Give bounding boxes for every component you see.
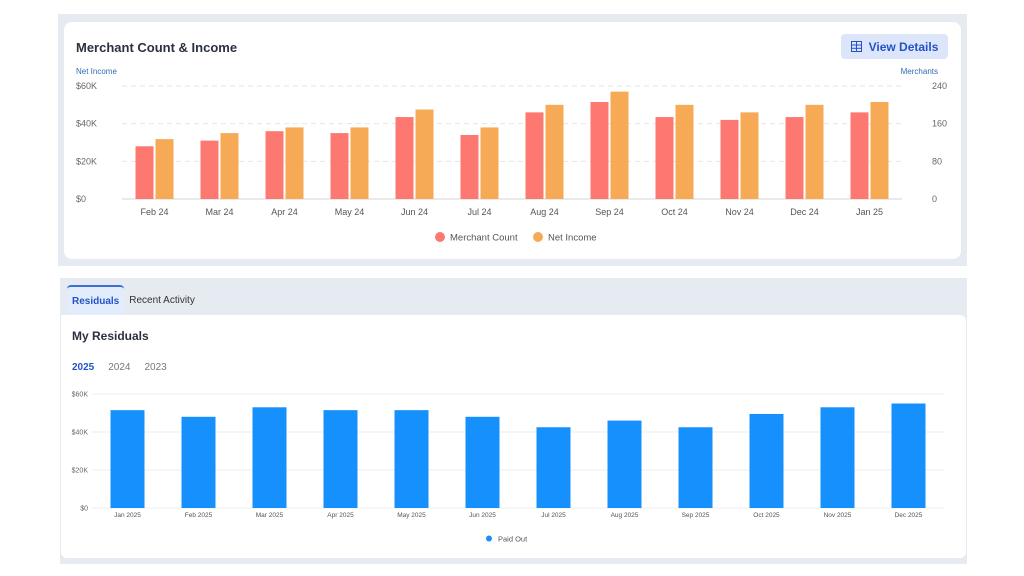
view-details-button[interactable]: View Details: [841, 34, 948, 59]
left-axis-tick-label: $20K: [76, 156, 97, 166]
right-axis-tick-label: 0: [932, 194, 937, 204]
legend-net-income-marker: [533, 232, 543, 242]
x-axis-tick-label: Aug 2025: [611, 512, 639, 519]
year-tab-2025[interactable]: 2025: [72, 362, 95, 373]
x-axis-tick-label: Jun 2025: [469, 512, 496, 519]
x-axis-tick-label: Mar 2025: [256, 512, 284, 519]
x-axis-tick-label: Apr 24: [271, 207, 298, 217]
x-axis-tick-label: Dec 24: [790, 207, 819, 217]
merchant-count-bar: [655, 117, 674, 199]
x-axis-tick-label: Oct 2025: [753, 512, 780, 519]
net-income-bar: [805, 104, 824, 199]
net-income-bar: [610, 91, 629, 199]
x-axis-tick-label: May 2025: [397, 512, 426, 519]
paid-out-bar: [891, 403, 926, 508]
paid-out-bar: [749, 413, 784, 508]
merchant-count-bar: [265, 131, 284, 199]
net-income-bar: [870, 102, 889, 199]
residuals-title: My Residuals: [72, 329, 149, 343]
merchant-count-bar: [720, 119, 739, 199]
net-income-bar: [285, 127, 304, 199]
tab-recent-activity[interactable]: Recent Activity: [129, 294, 195, 306]
legend-net-income-label: Net Income: [548, 233, 597, 244]
paid-out-bar: [465, 416, 500, 508]
x-axis-tick-label: Jul 24: [467, 207, 491, 217]
y-axis-tick-label: $60K: [72, 392, 89, 399]
x-axis-tick-label: Nov 2025: [824, 512, 852, 519]
x-axis-tick-label: Sep 24: [595, 207, 624, 217]
x-axis-tick-label: Aug 24: [530, 207, 559, 217]
merchant-count-bar: [785, 117, 804, 199]
merchant-count-bar: [135, 146, 154, 199]
paid-out-bar: [252, 407, 287, 508]
view-details-label: View Details: [868, 39, 939, 54]
residuals-chart: $0 $20K $40K $60K Jan 2025 Feb 2025 Mar 2025 Ap…: [72, 392, 944, 544]
net-income-bar: [675, 104, 694, 199]
y-axis-tick-label: $0: [80, 506, 88, 513]
tab-residuals[interactable]: Residuals: [67, 285, 125, 315]
left-axis-title: Net Income: [76, 67, 117, 76]
paid-out-bar: [323, 410, 358, 508]
paid-out-bar: [536, 427, 571, 508]
x-axis-tick-label: Feb 24: [140, 207, 168, 217]
x-axis-tick-label: Jan 2025: [114, 512, 141, 519]
paid-out-bar: [820, 407, 855, 508]
x-axis-tick-label: May 24: [335, 207, 365, 217]
left-axis-tick-label: $60K: [76, 81, 97, 91]
paid-out-bar: [181, 416, 216, 508]
table-grid-icon: [850, 41, 862, 52]
net-income-bar: [155, 139, 174, 199]
x-axis-tick-label: Jan 25: [856, 207, 883, 217]
x-axis-tick-label: Dec 2025: [895, 512, 923, 519]
paid-out-bar: [110, 410, 145, 508]
merchant-count-bar: [850, 112, 869, 199]
year-tab-2024[interactable]: 2024: [108, 362, 131, 373]
right-axis-tick-label: 160: [932, 119, 947, 129]
net-income-bar: [545, 104, 564, 199]
merchant-count-income-card: Merchant Count & Income View Details Net…: [64, 22, 961, 259]
year-tab-2023[interactable]: 2023: [144, 362, 167, 373]
legend-merchant-count-label: Merchant Count: [450, 233, 518, 244]
merchant-count-bar: [460, 134, 479, 199]
x-axis-tick-label: Mar 24: [205, 207, 233, 217]
x-axis-tick-label: Nov 24: [725, 207, 754, 217]
right-axis-tick-label: 80: [932, 156, 942, 166]
left-axis-tick-label: $0: [76, 194, 86, 204]
net-income-bar: [350, 127, 369, 199]
y-axis-tick-label: $20K: [72, 468, 89, 475]
left-axis-tick-label: $40K: [76, 119, 97, 129]
x-axis-tick-label: Sep 2025: [682, 512, 710, 519]
merchant-count-bar: [590, 102, 609, 199]
right-axis-title: Merchants: [900, 67, 938, 76]
net-income-bar: [415, 109, 434, 199]
legend-paid-out-marker: [486, 535, 492, 542]
x-axis-tick-label: Jun 24: [401, 207, 428, 217]
net-income-bar: [480, 127, 499, 199]
section-tabs: Residuals Recent Activity: [67, 285, 200, 315]
paid-out-bar: [607, 420, 642, 508]
y-axis-tick-label: $40K: [72, 430, 89, 437]
x-axis-tick-label: Feb 2025: [185, 512, 213, 519]
net-income-bar: [220, 133, 239, 199]
x-axis-tick-label: Jul 2025: [541, 512, 566, 519]
merchant-count-bar: [395, 117, 414, 199]
year-selector: 2025 2024 2023: [72, 362, 167, 373]
merchant-count-bar: [200, 140, 219, 199]
my-residuals-card: My Residuals 2025 2024 2023 $0 $20K $40K $6…: [61, 315, 966, 558]
legend-merchant-count-marker: [435, 232, 445, 242]
x-axis-tick-label: Oct 24: [661, 207, 688, 217]
right-axis-tick-label: 240: [932, 81, 947, 91]
legend-paid-out-label: Paid Out: [498, 535, 528, 544]
merchant-income-chart: $0 0 $20K 80 $40K 160 $60K 240 Feb 24 Mar 24 Apr 2…: [76, 81, 947, 244]
net-income-bar: [740, 112, 759, 199]
paid-out-bar: [678, 427, 713, 508]
paid-out-bar: [394, 410, 429, 508]
merchant-count-bar: [525, 112, 544, 199]
merchant-count-bar: [330, 133, 349, 199]
x-axis-tick-label: Apr 2025: [327, 512, 354, 519]
card-title: Merchant Count & Income: [76, 40, 238, 55]
